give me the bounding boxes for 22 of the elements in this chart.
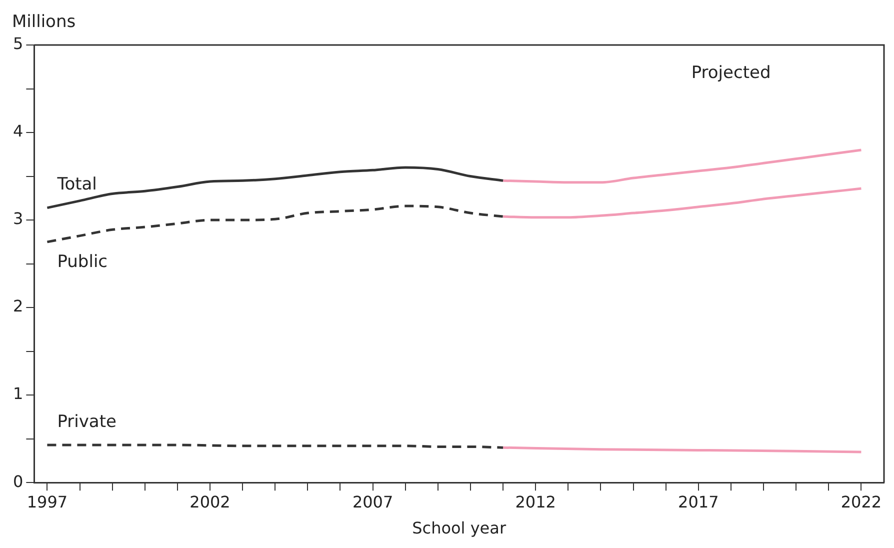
x-tick-label: 1997 <box>26 492 68 512</box>
y-tick-label: 3 <box>12 209 24 228</box>
x-tick-label: 2022 <box>840 492 882 512</box>
series-label: Total <box>56 174 97 195</box>
line-series <box>502 148 862 184</box>
series-label: Public <box>57 252 108 272</box>
y-tick-label: 1 <box>12 384 24 404</box>
x-tick-label: 2012 <box>515 492 556 512</box>
line-series <box>46 204 504 244</box>
x-tick-label: 2007 <box>352 492 394 512</box>
x-axis-title: School year <box>412 518 506 538</box>
x-tick-label: 2017 <box>678 492 719 512</box>
y-tick-label: 2 <box>12 296 24 316</box>
series-label: Private <box>57 412 116 432</box>
line-series <box>502 187 862 219</box>
line-series <box>46 166 504 210</box>
x-tick-label: 2002 <box>190 492 230 512</box>
y-tick-label: 4 <box>12 122 24 141</box>
y-tick-label: 5 <box>12 34 24 54</box>
y-axis-title: Millions <box>12 12 76 32</box>
y-tick-label: 0 <box>12 472 24 491</box>
annotation: Projected <box>691 62 771 83</box>
